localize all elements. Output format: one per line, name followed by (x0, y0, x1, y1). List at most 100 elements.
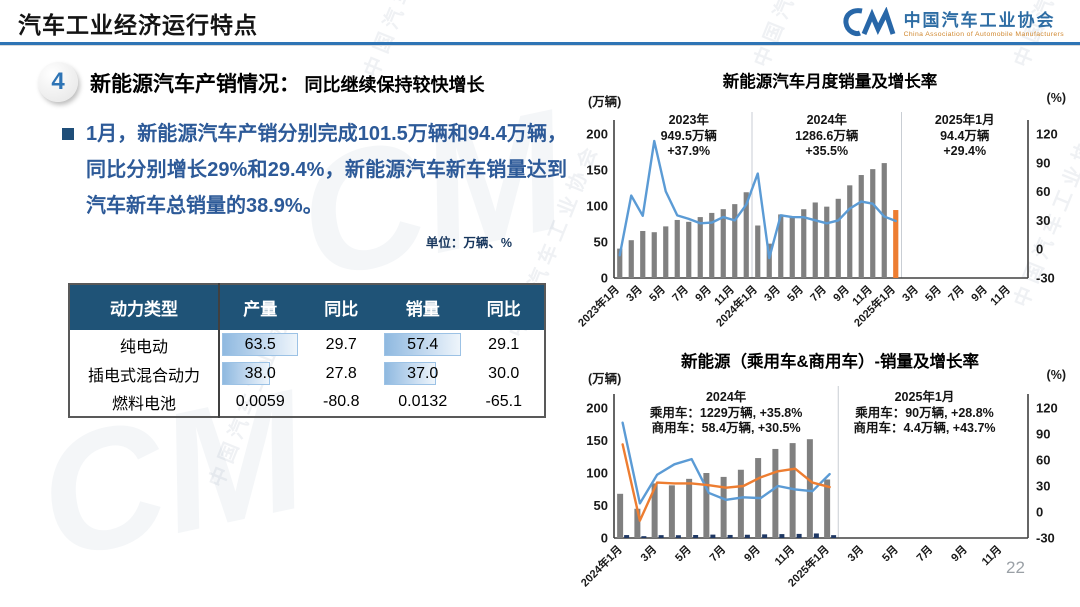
section-subtitle: 同比继续保持较快增长 (304, 75, 485, 95)
right-tick-label: 30 (1036, 479, 1050, 494)
left-axis-unit: (万辆) (588, 372, 622, 386)
chart-annotation: 2024年 乘用车：1229万辆, +35.8% 商用车：58.4万辆, +30.5… (649, 390, 803, 435)
bullet-text: 1月，新能源汽车产销分别完成101.5万辆和94.4万辆，同比分别增长29%和2… (86, 123, 567, 217)
商用车销量-bar (624, 535, 630, 538)
月度销量-bar (858, 175, 864, 278)
row-label: 插电式混合动力 (69, 359, 220, 388)
商用车销量-bar (710, 534, 716, 538)
cell-value: 63.5 (244, 335, 276, 353)
powertrain-table: 动力类型 产量 同比 销量 同比 纯电动 63.5 29.7 57.4 29.1 插电式混合动力 3… (68, 283, 546, 418)
left-tick-label: 150 (586, 433, 608, 448)
月度销量-bar (801, 209, 807, 278)
商用车销量-bar (675, 535, 681, 538)
商用车销量-bar (813, 533, 819, 538)
unit-note: 单位：万辆、% (425, 236, 512, 250)
x-tick-label: 7月 (914, 543, 935, 564)
月度销量-bar (743, 192, 749, 278)
table-cell: 29.7 (301, 330, 383, 359)
x-tick-label: 5月 (879, 543, 900, 564)
x-tick-label: 5月 (672, 543, 693, 564)
chart-annotation: 2025年1月 94.4万辆 +29.4% (934, 113, 995, 158)
月度销量-bar (720, 209, 726, 278)
乘用车销量-bar (737, 469, 744, 538)
乘用车销量-bar (651, 483, 658, 538)
月度销量-bar (686, 221, 692, 278)
x-tick-label: 7月 (707, 543, 728, 564)
x-tick-label: 9月 (948, 543, 969, 564)
x-tick-label: 7月 (946, 283, 967, 304)
table-cell: 30.0 (464, 359, 546, 388)
x-tick-label: 3月 (900, 283, 921, 304)
cell-value: 29.1 (488, 335, 520, 353)
月度销量-bar (617, 248, 623, 278)
cell-value: 30.0 (488, 364, 520, 382)
table-cell: -65.1 (464, 388, 546, 417)
table-cell: 57.4 (382, 330, 464, 359)
table-column-header: 产量 (219, 284, 301, 330)
chart-title: 新能源（乘用车&商用车）-销量及增长率 (681, 353, 979, 371)
月度销量-bar (651, 232, 657, 278)
商用车销量-bar (658, 535, 664, 538)
商用车销量-bar (744, 534, 750, 538)
table-cell: 37.0 (382, 359, 464, 388)
right-tick-label: 120 (1036, 401, 1058, 416)
x-tick-label: 2024年1月 (578, 542, 625, 589)
x-tick-label: 3月 (638, 543, 659, 564)
pv-cv-sales-chart: 新能源（乘用车&商用车）-销量及增长率 (万辆) (%) 0 50 100 150 20… (578, 338, 1080, 606)
table-cell: 0.0059 (219, 388, 301, 417)
left-tick-label: 50 (594, 498, 608, 513)
left-tick-label: 150 (586, 163, 608, 178)
right-axis-unit: (%) (1046, 91, 1066, 105)
page-title: 汽车工业经济运行特点 (18, 12, 258, 38)
left-tick-label: 200 (586, 127, 608, 142)
月度销量-bar (674, 219, 680, 278)
x-tick-label: 9月 (969, 283, 990, 304)
商用车销量-bar (727, 534, 733, 538)
chart-annotation: 2025年1月 乘用车：90万辆, +28.8% 商用车：4.4万辆, +43.7% (853, 390, 996, 435)
right-axis-unit: (%) (1046, 368, 1066, 382)
left-tick-label: 200 (586, 401, 608, 416)
月度销量-bar (628, 240, 634, 278)
row-label: 燃料电池 (69, 388, 220, 417)
table-header-row: 动力类型 产量 同比 销量 同比 (69, 284, 545, 330)
cell-value: -80.8 (323, 393, 360, 410)
chart-annotation: 2024年 1286.6万辆 +35.5% (795, 113, 859, 158)
left-tick-label: 0 (601, 531, 608, 546)
table-cell: 0.0132 (382, 388, 464, 417)
cell-value: 0.0059 (235, 393, 285, 410)
x-tick-label: 9月 (741, 543, 762, 564)
商用车销量-bar (762, 534, 768, 538)
月度销量-bar (870, 169, 876, 278)
data-bar (222, 362, 271, 385)
月度销量-bar (755, 225, 761, 278)
table-cell: -80.8 (301, 388, 383, 417)
x-tick-label: 3月 (624, 283, 645, 304)
乘用车销量-bar (806, 439, 813, 538)
right-tick-label: -30 (1036, 531, 1055, 546)
cell-value: -65.1 (485, 393, 522, 410)
月度销量-bar (812, 202, 818, 278)
left-tick-label: 100 (586, 466, 608, 481)
cell-value: 37.0 (407, 364, 439, 382)
月度销量-bar (847, 185, 853, 278)
header-rule (0, 42, 1080, 45)
right-tick-label: 60 (1036, 184, 1050, 199)
chart-annotation: 2023年 949.5万辆 +37.9% (660, 113, 717, 158)
商用车增速-line (621, 421, 831, 505)
x-tick-label: 3月 (762, 283, 783, 304)
x-tick-label: 7月 (670, 283, 691, 304)
x-tick-label: 5月 (923, 283, 944, 304)
月度销量-bar (663, 226, 669, 278)
乘用车销量-bar (824, 479, 831, 538)
row-label: 纯电动 (69, 330, 220, 359)
bullet-item: 1月，新能源汽车产销分别完成101.5万辆和94.4万辆，同比分别增长29%和2… (62, 116, 567, 224)
x-tick-label: 5月 (785, 283, 806, 304)
cell-value: 38.0 (244, 364, 276, 382)
left-tick-label: 100 (586, 199, 608, 214)
right-tick-label: 0 (1036, 242, 1043, 257)
chart2-svg: 0 50 100 150 200 -30 0 30 60 90 120 2024年1月 3月 5月 7月 9月… (578, 386, 1058, 589)
left-axis-unit: (万辆) (588, 95, 622, 109)
right-tick-label: -30 (1036, 271, 1055, 286)
logo-name-en: China Association of Automobile Manufact… (903, 31, 1064, 39)
